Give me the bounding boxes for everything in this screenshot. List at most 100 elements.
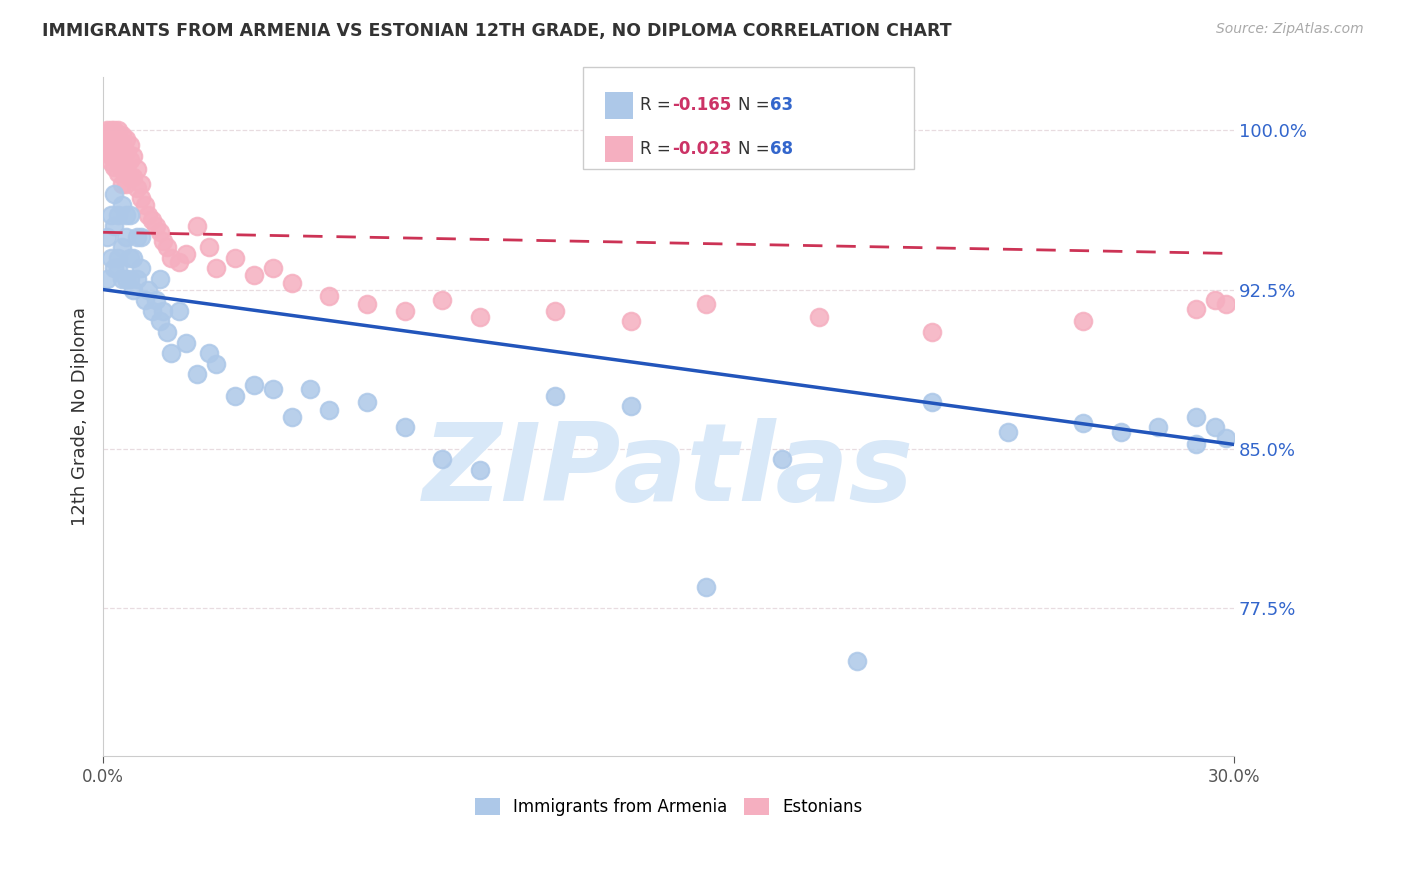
Point: [111, 149, 134, 163]
Text: 63: 63: [770, 96, 793, 114]
Point: [544, 303, 567, 318]
Point: [129, 191, 152, 205]
Point: [620, 399, 643, 413]
Point: [100, 149, 122, 163]
Point: [167, 255, 190, 269]
Text: R =: R =: [640, 96, 676, 114]
Point: [96, 145, 118, 159]
Point: [125, 229, 148, 244]
Point: [1215, 297, 1237, 311]
Point: [103, 138, 125, 153]
Point: [107, 153, 129, 168]
Point: [149, 225, 172, 239]
Point: [100, 208, 122, 222]
Point: [111, 128, 134, 142]
Point: [114, 132, 136, 146]
Point: [100, 129, 122, 144]
Point: [96, 134, 118, 148]
Point: [145, 293, 167, 308]
Point: [808, 310, 831, 325]
Point: [118, 272, 141, 286]
Point: [149, 314, 172, 328]
Point: [129, 261, 152, 276]
Text: Source: ZipAtlas.com: Source: ZipAtlas.com: [1216, 22, 1364, 37]
Text: IMMIGRANTS FROM ARMENIA VS ESTONIAN 12TH GRADE, NO DIPLOMA CORRELATION CHART: IMMIGRANTS FROM ARMENIA VS ESTONIAN 12TH…: [42, 22, 952, 40]
Point: [205, 357, 228, 371]
Point: [111, 161, 134, 176]
Point: [1109, 425, 1132, 439]
Point: [134, 198, 156, 212]
Point: [114, 160, 136, 174]
Point: [96, 123, 118, 137]
Point: [921, 395, 943, 409]
Point: [122, 283, 145, 297]
Point: [134, 293, 156, 308]
Point: [111, 240, 134, 254]
Point: [262, 261, 284, 276]
Point: [125, 161, 148, 176]
Point: [318, 403, 340, 417]
Point: [107, 261, 129, 276]
Point: [243, 268, 266, 282]
Point: [544, 389, 567, 403]
Point: [695, 297, 717, 311]
Point: [152, 234, 174, 248]
Point: [1147, 420, 1170, 434]
Point: [103, 187, 125, 202]
Point: [921, 325, 943, 339]
Y-axis label: 12th Grade, No Diploma: 12th Grade, No Diploma: [72, 308, 89, 526]
Text: 68: 68: [770, 140, 793, 158]
Point: [149, 272, 172, 286]
Point: [156, 325, 179, 339]
Point: [114, 145, 136, 159]
Point: [114, 272, 136, 286]
Point: [145, 219, 167, 233]
Point: [1185, 301, 1208, 316]
Point: [224, 251, 246, 265]
Point: [122, 149, 145, 163]
Point: [122, 170, 145, 185]
Point: [186, 368, 208, 382]
Point: [770, 452, 793, 467]
Point: [152, 303, 174, 318]
Point: [1204, 293, 1226, 308]
Point: [103, 149, 125, 163]
Point: [118, 208, 141, 222]
Point: [114, 208, 136, 222]
Point: [122, 251, 145, 265]
Text: N =: N =: [738, 96, 775, 114]
Text: -0.023: -0.023: [672, 140, 731, 158]
Legend: Immigrants from Armenia, Estonians: Immigrants from Armenia, Estonians: [468, 791, 869, 822]
Point: [129, 177, 152, 191]
Point: [356, 395, 378, 409]
Point: [103, 123, 125, 137]
Point: [141, 303, 163, 318]
Point: [224, 389, 246, 403]
Point: [107, 129, 129, 144]
Point: [1185, 409, 1208, 424]
Text: -0.165: -0.165: [672, 96, 731, 114]
Point: [96, 272, 118, 286]
Point: [160, 251, 183, 265]
Point: [394, 303, 416, 318]
Point: [468, 463, 491, 477]
Point: [138, 283, 160, 297]
Point: [262, 382, 284, 396]
Point: [156, 240, 179, 254]
Point: [100, 251, 122, 265]
Point: [138, 208, 160, 222]
Point: [96, 229, 118, 244]
Point: [299, 382, 322, 396]
Point: [118, 138, 141, 153]
Point: [141, 212, 163, 227]
Point: [103, 129, 125, 144]
Point: [845, 654, 868, 668]
Point: [356, 297, 378, 311]
Point: [107, 251, 129, 265]
Point: [114, 177, 136, 191]
Point: [118, 251, 141, 265]
Point: [103, 219, 125, 233]
Text: N =: N =: [738, 140, 775, 158]
Point: [620, 314, 643, 328]
Point: [1215, 431, 1237, 445]
